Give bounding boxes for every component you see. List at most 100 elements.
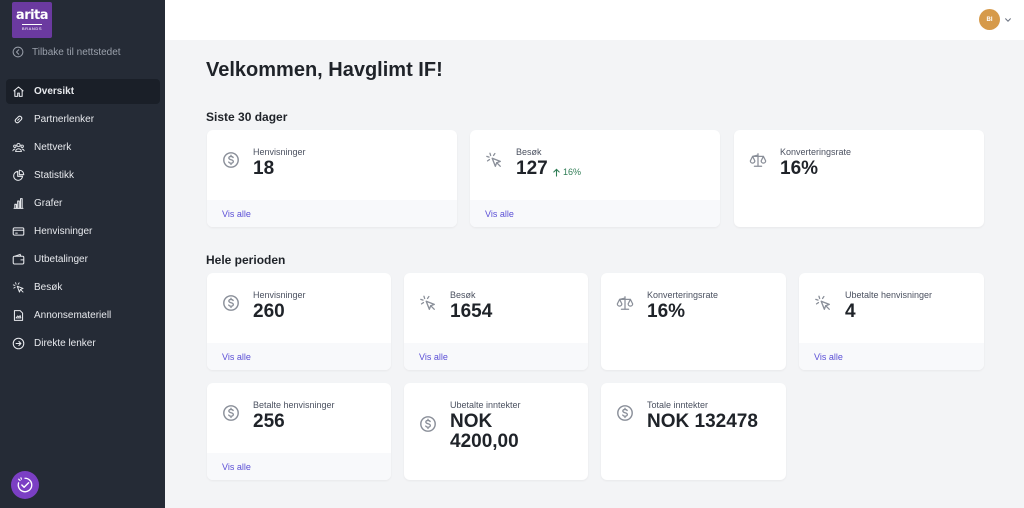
users-icon	[12, 142, 25, 153]
sidebar-item-label: Annonsemateriell	[34, 310, 112, 321]
card-body: Henvisninger 260	[207, 273, 391, 333]
sidebar-item-label: Henvisninger	[34, 226, 93, 237]
card-footer: Vis alle	[799, 343, 984, 370]
sidebar-item-oversikt[interactable]: Oversikt	[6, 79, 160, 104]
stat-value: 260	[253, 301, 285, 322]
sidebar-item-henvisninger[interactable]: Henvisninger	[6, 219, 160, 244]
stat-value: 18	[253, 158, 275, 179]
card-body: Totale inntekter NOK 132478	[601, 383, 786, 443]
sidebar-item-label: Nettverk	[34, 142, 72, 153]
card-body: Besøk 1654	[404, 273, 588, 333]
brand-logo[interactable]: arita BRANDS	[12, 2, 52, 38]
pie-chart-icon	[13, 169, 25, 181]
card-body: Henvisninger 18	[207, 130, 457, 190]
stat-card-paid-referrals: Betalte henvisninger 256 Vis alle	[207, 383, 391, 480]
stat-card-visits-30d: Besøk 127 16% Vis alle	[470, 130, 720, 227]
sidebar-item-direkte-lenker[interactable]: Direkte lenker	[6, 331, 160, 356]
back-to-website-link[interactable]: Tilbake til nettstedet	[12, 46, 121, 58]
media-icon	[13, 310, 24, 321]
view-all-link[interactable]: Vis alle	[485, 208, 514, 219]
sidebar-item-label: Statistikk	[34, 170, 75, 181]
view-all-link[interactable]: Vis alle	[222, 208, 251, 219]
scale-icon	[749, 151, 767, 169]
view-all-link[interactable]: Vis alle	[222, 351, 251, 362]
sidebar-item-label: Direkte lenker	[34, 338, 96, 349]
back-link-label: Tilbake til nettstedet	[32, 46, 121, 58]
section-title-last-30-days: Siste 30 dager	[206, 110, 288, 124]
stat-value: 4	[845, 301, 856, 322]
stat-card-conversion-total: Konverteringsrate 16%	[601, 273, 786, 370]
view-all-link[interactable]: Vis alle	[419, 351, 448, 362]
arrow-circle-icon	[12, 337, 25, 350]
stat-label: Henvisninger	[253, 290, 306, 300]
view-all-link[interactable]: Vis alle	[222, 461, 251, 472]
sidebar-item-statistikk[interactable]: Statistikk	[6, 163, 160, 188]
stat-value: 1654	[450, 301, 493, 322]
avatar[interactable]: BI	[979, 9, 1000, 30]
sidebar-item-besok[interactable]: Besøk	[6, 275, 160, 300]
dollar-circle-icon	[222, 151, 240, 169]
card-body: Konverteringsrate 16%	[734, 130, 984, 190]
card-icon	[12, 227, 25, 236]
wallet-icon	[12, 253, 25, 265]
stat-label: Henvisninger	[253, 147, 306, 157]
stat-label: Konverteringsrate	[647, 290, 719, 300]
stat-card-referrals-total: Henvisninger 260 Vis alle	[207, 273, 391, 370]
sidebar-item-label: Partnerlenker	[34, 114, 95, 125]
stat-value-currency: NOK	[450, 411, 493, 432]
sidebar-item-label: Besøk	[34, 282, 63, 293]
check-badge-icon	[17, 477, 33, 493]
stat-label: Betalte henvisninger	[253, 400, 335, 410]
sidebar: arita BRANDS Tilbake til nettstedet Over…	[0, 0, 165, 508]
card-footer: Vis alle	[207, 453, 391, 480]
link-icon	[14, 115, 23, 124]
card-footer: Vis alle	[207, 200, 457, 227]
sidebar-item-label: Oversikt	[34, 86, 75, 97]
home-icon	[13, 86, 24, 97]
stat-value: 256	[253, 411, 285, 432]
stat-label: Ubetalte inntekter	[450, 400, 521, 410]
card-body: Betalte henvisninger 256	[207, 383, 391, 443]
sidebar-item-nettverk[interactable]: Nettverk	[6, 135, 160, 160]
trend-value: 16%	[563, 167, 582, 177]
stat-label: Totale inntekter	[647, 400, 709, 410]
page-title: Velkommen, Havglimt IF!	[206, 59, 443, 81]
cursor-click-icon	[12, 282, 24, 293]
card-footer: Vis alle	[470, 200, 720, 227]
stat-card-unpaid-referrals: Ubetalte henvisninger 4 Vis alle	[799, 273, 984, 370]
dollar-circle-icon	[222, 404, 240, 422]
sidebar-nav: Oversikt Partnerlenker Nettverk Statisti…	[6, 79, 160, 359]
stat-card-referrals-30d: Henvisninger 18 Vis alle	[207, 130, 457, 227]
stat-value: NOK 132478	[647, 411, 758, 432]
stat-value-amount: 4200,00	[450, 431, 519, 452]
stat-value: 16%	[647, 301, 686, 322]
stat-label: Ubetalte henvisninger	[845, 290, 933, 300]
user-menu[interactable]: BI	[979, 9, 1012, 30]
sidebar-item-partnerlenker[interactable]: Partnerlenker	[6, 107, 160, 132]
arrow-left-circle-icon	[12, 46, 24, 58]
dollar-circle-icon	[419, 415, 437, 433]
cursor-click-icon	[814, 294, 832, 312]
help-widget-button[interactable]	[11, 471, 39, 499]
card-footer: Vis alle	[404, 343, 588, 370]
card-footer: Vis alle	[207, 343, 391, 370]
stat-label: Besøk	[516, 147, 542, 157]
sidebar-item-annonsemateriell[interactable]: Annonsemateriell	[6, 303, 160, 328]
cursor-click-icon	[419, 294, 437, 312]
sidebar-item-grafer[interactable]: Grafer	[6, 191, 160, 216]
logo-text: arita	[15, 8, 49, 23]
section-title-all-time: Hele perioden	[206, 253, 286, 267]
logo-subtext: BRANDS	[21, 24, 43, 31]
chevron-down-icon	[1005, 17, 1011, 22]
trend-badge: 16%	[552, 167, 581, 177]
card-body: Besøk 127 16%	[470, 130, 720, 190]
sidebar-item-utbetalinger[interactable]: Utbetalinger	[6, 247, 160, 272]
sidebar-item-label: Grafer	[34, 198, 63, 209]
arrow-up-icon	[553, 168, 560, 177]
view-all-link[interactable]: Vis alle	[814, 351, 843, 362]
stat-card-visits-total: Besøk 1654 Vis alle	[404, 273, 588, 370]
stat-label: Besøk	[450, 290, 476, 300]
card-body: Ubetalte henvisninger 4	[799, 273, 984, 333]
stat-value: 16%	[780, 158, 819, 179]
dollar-circle-icon	[616, 404, 634, 422]
